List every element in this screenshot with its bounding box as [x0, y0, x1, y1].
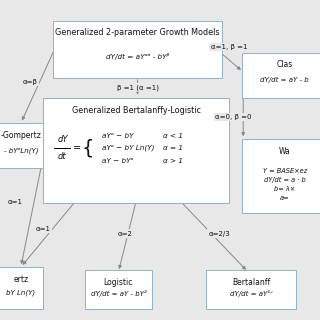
Text: -Gompertz: -Gompertz [0, 131, 41, 140]
Text: dY/dt = aYᵅᵃ - bYᵝ: dY/dt = aYᵅᵃ - bYᵝ [106, 52, 169, 60]
FancyBboxPatch shape [43, 98, 229, 203]
Text: b= λ×: b= λ× [274, 186, 295, 192]
Text: Logistic: Logistic [104, 278, 133, 287]
Text: Clas: Clas [277, 60, 293, 69]
FancyBboxPatch shape [0, 267, 43, 309]
Text: Y = BASE×ez: Y = BASE×ez [263, 168, 307, 174]
Text: α > 1: α > 1 [163, 158, 183, 164]
Text: bY Ln(Y): bY Ln(Y) [6, 289, 36, 296]
Text: Wa: Wa [279, 147, 291, 156]
Text: β =1 (α =1): β =1 (α =1) [116, 84, 159, 91]
Text: Generalized 2-parameter Growth Models: Generalized 2-parameter Growth Models [55, 28, 220, 37]
Text: ertz: ertz [13, 275, 28, 284]
Text: {: { [82, 139, 94, 157]
Text: dY/dt = aY - b: dY/dt = aY - b [260, 77, 309, 83]
Text: α = 1: α = 1 [163, 145, 183, 151]
Text: α=1, β =1: α=1, β =1 [211, 44, 247, 50]
Text: a=: a= [280, 195, 290, 201]
Text: aYᵅ − bY: aYᵅ − bY [102, 133, 134, 139]
Text: - bYᵅLn(Y): - bYᵅLn(Y) [4, 147, 38, 154]
Text: dY/dt = aY - bY²: dY/dt = aY - bY² [91, 290, 146, 297]
FancyBboxPatch shape [0, 123, 43, 168]
Text: dY/dt = a · b: dY/dt = a · b [264, 177, 306, 183]
FancyBboxPatch shape [53, 21, 222, 78]
Text: α < 1: α < 1 [163, 133, 183, 139]
Text: α=0, β =0: α=0, β =0 [215, 114, 252, 120]
FancyBboxPatch shape [206, 270, 296, 309]
Text: Generalized Bertalanffy-Logistic: Generalized Bertalanffy-Logistic [71, 106, 201, 115]
Text: α=β: α=β [23, 79, 38, 84]
Text: aYᵅ − bY Ln(Y): aYᵅ − bY Ln(Y) [102, 145, 155, 151]
Text: Bertalanff: Bertalanff [232, 278, 270, 287]
Text: dY/dt = aY¹ᐟ: dY/dt = aY¹ᐟ [230, 290, 273, 297]
Text: aY − bYᵅ: aY − bYᵅ [102, 158, 134, 164]
FancyBboxPatch shape [242, 53, 320, 98]
Text: α=2: α=2 [117, 231, 132, 236]
Text: =: = [73, 143, 81, 153]
Text: α=1: α=1 [8, 199, 23, 204]
FancyBboxPatch shape [85, 270, 152, 309]
Text: dt: dt [58, 152, 67, 161]
FancyBboxPatch shape [242, 139, 320, 213]
Text: α=1: α=1 [36, 226, 51, 232]
Text: dY: dY [57, 135, 68, 144]
Text: α=2/3: α=2/3 [208, 231, 230, 236]
